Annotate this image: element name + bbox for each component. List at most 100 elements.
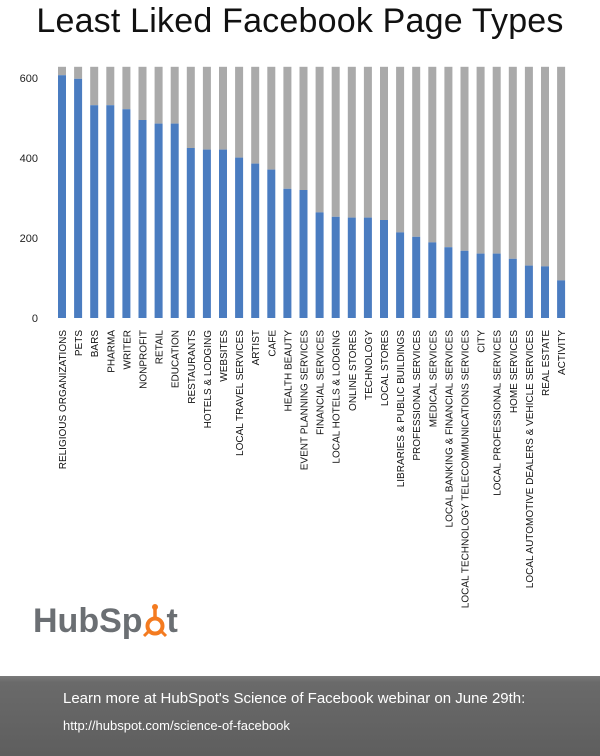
bar-remainder [396, 66, 405, 233]
bar-remainder [557, 66, 566, 281]
y-tick-label: 0 [32, 313, 38, 325]
sprocket-icon [142, 604, 167, 638]
bar-remainder [299, 66, 308, 190]
x-tick-label: RELIGIOUS ORGANIZATIONS [58, 330, 69, 470]
x-tick-label: HEALTH BEAUTY [283, 330, 294, 412]
bar-remainder [363, 66, 372, 218]
chart-title: Least Liked Facebook Page Types [36, 2, 564, 40]
bar-value [186, 148, 195, 318]
bar-remainder [412, 66, 421, 237]
bar-remainder [202, 66, 211, 150]
x-tick-label: ARTIST [251, 330, 262, 365]
bar-remainder [492, 66, 501, 254]
bar-remainder [267, 66, 276, 170]
x-tick-label: ONLINE STORES [348, 330, 359, 411]
bar-value [428, 242, 437, 318]
bar-remainder [460, 66, 469, 251]
bar-value [122, 109, 131, 318]
x-tick-label: HOTELS & LODGING [203, 330, 214, 429]
bar-value [363, 217, 372, 318]
x-tick-label: MEDICAL SERVICES [428, 330, 439, 428]
footer-link[interactable]: http://hubspot.com/science-of-facebook [63, 718, 290, 733]
bar-remainder [235, 66, 244, 158]
bar-remainder [283, 66, 292, 189]
bar-value [524, 265, 533, 318]
x-tick-label: LIBRARIES & PUBLIC BUILDINGS [396, 330, 407, 488]
x-tick-label: LOCAL HOTELS & LODGING [332, 330, 343, 464]
bar-value [476, 253, 485, 318]
x-tick-label: TECHNOLOGY [364, 330, 375, 400]
x-tick-label: ACTIVITY [557, 330, 568, 375]
y-tick-label: 400 [20, 153, 38, 165]
bar-value [106, 105, 115, 318]
bar-value [283, 188, 292, 318]
x-tick-label: PETS [74, 330, 85, 356]
bar-remainder [90, 66, 99, 106]
x-tick-label: LOCAL PROFESSIONAL SERVICES [493, 330, 504, 496]
bar-remainder [154, 66, 163, 124]
bar-remainder [331, 66, 340, 217]
bar-chart: 0 200 400 600 RELIGIOUS ORGANIZATIONS PETS BAR… [20, 66, 568, 609]
bar-value [460, 250, 469, 318]
x-tick-label: WRITER [122, 330, 133, 369]
bar-remainder [138, 66, 147, 120]
x-tick-label: HOME SERVICES [509, 330, 520, 413]
x-tick-label: NONPROFIT [139, 330, 150, 389]
bar-value [299, 190, 308, 318]
bar-value [251, 163, 260, 318]
bar-value [508, 258, 517, 318]
x-tick-label: FINANCIAL SERVICES [316, 330, 327, 435]
bar-value [267, 169, 276, 318]
bar-remainder [444, 66, 453, 248]
bar-remainder [186, 66, 195, 148]
bar-value [557, 280, 566, 318]
bar-value [315, 212, 324, 318]
bar-value [219, 149, 227, 318]
logo-text-start: HubSp [33, 601, 143, 640]
bar-value [58, 75, 66, 318]
bar-remainder [122, 66, 131, 110]
x-tick-label: BARS [90, 330, 101, 358]
bar-remainder [219, 66, 227, 150]
x-tick-label: REAL ESTATE [541, 330, 552, 396]
bar-remainder [74, 66, 83, 79]
bar-value [235, 157, 244, 318]
bar-remainder [524, 66, 533, 266]
bar-value [412, 236, 421, 318]
bar-value [331, 216, 340, 318]
footer-webinar-text: Learn more at HubSpot's Science of Faceb… [63, 690, 526, 707]
x-tick-label: WEBSITES [219, 330, 230, 382]
bar-remainder [315, 66, 324, 213]
bar-value [202, 149, 211, 318]
bar-value [396, 232, 405, 318]
x-tick-label: LOCAL TRAVEL SERVICES [235, 330, 246, 456]
bar-value [541, 266, 549, 318]
x-tick-label: LOCAL STORES [380, 330, 391, 406]
x-tick-label: PHARMA [106, 330, 117, 373]
x-tick-label: EVENT PLANNING SERVICES [300, 330, 311, 471]
bar-remainder [106, 66, 115, 106]
x-tick-label: LOCAL BANKING & FINANCIAL SERVICES [444, 330, 455, 528]
bar-remainder [380, 66, 388, 220]
bar-remainder [58, 66, 66, 76]
bar-value [154, 123, 163, 318]
bar-remainder [541, 66, 549, 267]
x-tick-label: EDUCATION [171, 330, 182, 388]
x-tick-label: RESTAURANTS [187, 330, 198, 404]
bar-value [138, 120, 147, 318]
x-tick-label: CITY [477, 330, 488, 353]
logo-text-end: t [166, 601, 178, 640]
bar-value [74, 78, 83, 318]
x-tick-label: LOCAL TECHNOLOGY TELECOMMUNICATIONS SERV… [461, 330, 472, 609]
bar-remainder [251, 66, 260, 164]
footer-banner: Learn more at HubSpot's Science of Faceb… [0, 676, 600, 756]
y-tick-label: 200 [20, 233, 38, 245]
bar-remainder [508, 66, 517, 259]
bar-remainder [428, 66, 437, 243]
hubspot-logo: HubSp t [33, 596, 178, 646]
bar-value [90, 105, 99, 318]
bar-remainder [476, 66, 485, 254]
bar-remainder [170, 66, 179, 124]
bar-value [347, 217, 356, 318]
bar-value [444, 247, 453, 318]
